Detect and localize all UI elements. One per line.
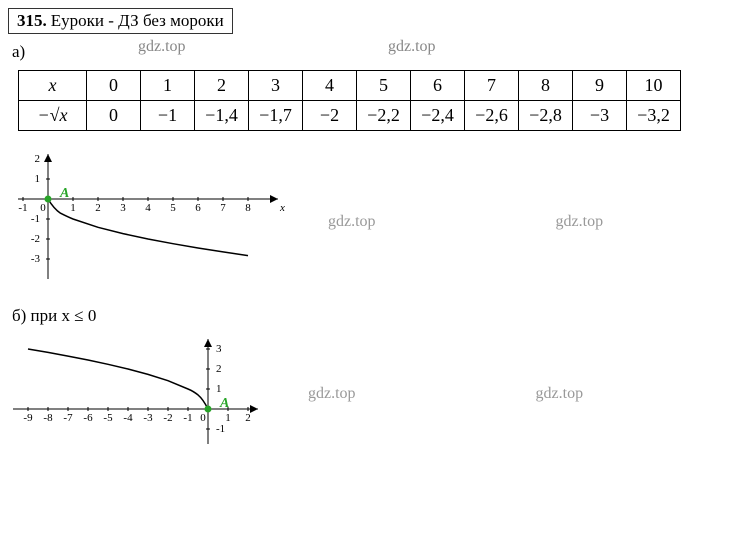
- watermark-side: gdz.top gdz.top: [308, 385, 583, 403]
- svg-text:x: x: [279, 202, 285, 214]
- table-cell: −1: [141, 101, 195, 131]
- x-ticks: -9 -8 -7 -6 -5 -4 -3 -2 -1 0 1 2: [23, 407, 250, 424]
- table-header-x: x: [19, 71, 87, 101]
- header-source: Еуроки - ДЗ без мороки: [51, 11, 224, 30]
- svg-text:-1: -1: [216, 423, 225, 435]
- table-cell: −2,8: [519, 101, 573, 131]
- table-cell: 6: [411, 71, 465, 101]
- data-table: x 0 1 2 3 4 5 6 7 8 9 10 −√x 0 −1 −1,4 −…: [18, 70, 681, 131]
- svg-text:-1: -1: [31, 213, 40, 225]
- table-cell: 7: [465, 71, 519, 101]
- table-cell: 5: [357, 71, 411, 101]
- table-cell: 0: [87, 71, 141, 101]
- svg-text:-1: -1: [18, 202, 27, 214]
- part-a-label: а): [12, 42, 747, 62]
- svg-text:5: 5: [170, 202, 176, 214]
- svg-text:1: 1: [216, 383, 222, 395]
- svg-text:6: 6: [195, 202, 201, 214]
- table-cell: 9: [573, 71, 627, 101]
- svg-text:-2: -2: [31, 233, 40, 245]
- watermark-side: gdz.top gdz.top: [328, 213, 603, 231]
- svg-text:-6: -6: [83, 412, 93, 424]
- watermark: gdz.top: [556, 213, 604, 231]
- table-cell: −1,4: [195, 101, 249, 131]
- svg-text:-7: -7: [63, 412, 73, 424]
- svg-text:2: 2: [245, 412, 251, 424]
- y-ticks: 3 2 1 -1: [206, 343, 225, 435]
- svg-text:8: 8: [245, 202, 251, 214]
- table-cell: 0: [87, 101, 141, 131]
- table-cell: 2: [195, 71, 249, 101]
- table-cell: 1: [141, 71, 195, 101]
- svg-text:-5: -5: [103, 412, 113, 424]
- point-a-label: A: [59, 186, 69, 201]
- svg-text:1: 1: [35, 173, 41, 185]
- svg-text:-2: -2: [163, 412, 172, 424]
- watermark: gdz.top: [536, 385, 584, 403]
- svg-text:1: 1: [225, 412, 231, 424]
- svg-text:3: 3: [216, 343, 222, 355]
- table-cell: 8: [519, 71, 573, 101]
- svg-text:0: 0: [200, 412, 206, 424]
- table-cell: −2: [303, 101, 357, 131]
- table-row: x 0 1 2 3 4 5 6 7 8 9 10: [19, 71, 681, 101]
- header-box: 315. Еуроки - ДЗ без мороки: [8, 8, 233, 34]
- table-cell: 3: [249, 71, 303, 101]
- chart-b: -9 -8 -7 -6 -5 -4 -3 -2 -1 0 1 2 3 2: [8, 334, 268, 454]
- svg-text:-1: -1: [183, 412, 192, 424]
- table-cell: −2,2: [357, 101, 411, 131]
- svg-text:-9: -9: [23, 412, 33, 424]
- table-cell: 10: [627, 71, 681, 101]
- problem-number: 315.: [17, 11, 47, 30]
- svg-text:3: 3: [120, 202, 126, 214]
- watermark: gdz.top: [388, 38, 436, 56]
- svg-text:0: 0: [40, 202, 46, 214]
- svg-text:-3: -3: [31, 253, 41, 265]
- svg-text:-4: -4: [123, 412, 133, 424]
- table-cell: −1,7: [249, 101, 303, 131]
- chart-b-row: -9 -8 -7 -6 -5 -4 -3 -2 -1 0 1 2 3 2: [8, 334, 747, 454]
- svg-text:2: 2: [35, 153, 41, 165]
- table-cell: 4: [303, 71, 357, 101]
- svg-text:-3: -3: [143, 412, 153, 424]
- chart-a-row: -1 0 1 2 3 4 5 6 7 8 2 1 -1 -2 -3: [8, 149, 747, 294]
- part-b-label: б) при x ≤ 0: [12, 306, 747, 326]
- table-cell: −2,4: [411, 101, 465, 131]
- table-cell: −3: [573, 101, 627, 131]
- svg-text:-8: -8: [43, 412, 53, 424]
- watermark: gdz.top: [308, 385, 356, 403]
- table-header-sqrt: −√x: [19, 101, 87, 131]
- point-a-label: A: [219, 396, 229, 411]
- svg-text:4: 4: [145, 202, 151, 214]
- watermark: gdz.top: [328, 213, 376, 231]
- table-cell: −2,6: [465, 101, 519, 131]
- svg-text:7: 7: [220, 202, 226, 214]
- svg-text:2: 2: [216, 363, 222, 375]
- svg-text:2: 2: [95, 202, 101, 214]
- watermark: gdz.top: [138, 38, 186, 56]
- svg-text:1: 1: [70, 202, 76, 214]
- table-row: −√x 0 −1 −1,4 −1,7 −2 −2,2 −2,4 −2,6 −2,…: [19, 101, 681, 131]
- table-cell: −3,2: [627, 101, 681, 131]
- chart-a: -1 0 1 2 3 4 5 6 7 8 2 1 -1 -2 -3: [8, 149, 288, 294]
